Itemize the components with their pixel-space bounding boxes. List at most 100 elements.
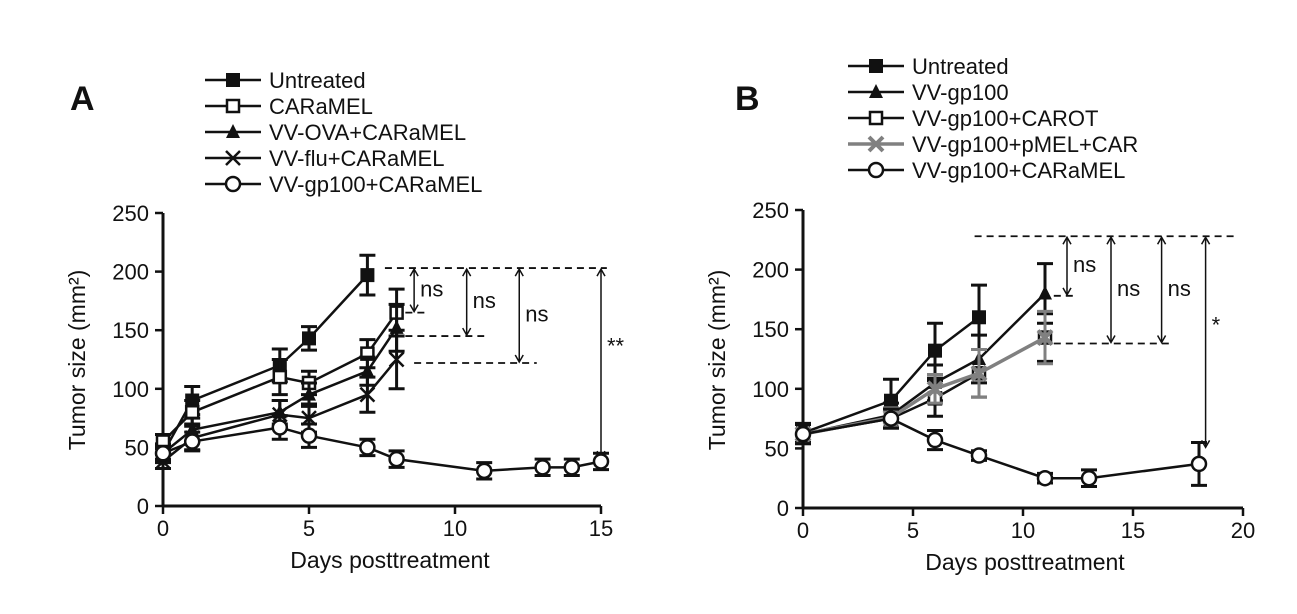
significance-label: ns xyxy=(473,288,496,313)
data-point xyxy=(592,453,610,470)
data-point xyxy=(1080,469,1098,487)
legend-label: VV-gp100+CARaMEL xyxy=(912,158,1125,183)
legend-marker xyxy=(869,59,883,73)
x-tick-label: 15 xyxy=(589,516,613,541)
significance-label: ns xyxy=(420,276,443,301)
series-VV-gp100+CARaMEL xyxy=(154,414,610,481)
legend-marker xyxy=(226,73,240,87)
y-tick-label: 250 xyxy=(112,201,149,226)
data-point xyxy=(970,364,988,382)
data-point xyxy=(360,268,375,283)
data-point xyxy=(1190,455,1208,473)
data-point xyxy=(928,343,942,358)
data-point xyxy=(1036,329,1054,346)
significance-label: ns xyxy=(1168,276,1191,301)
series-VV-gp100+CARaMEL xyxy=(794,407,1208,489)
x-axis-label: Days posttreatment xyxy=(925,549,1125,575)
data-point xyxy=(882,410,900,427)
x-tick-label: 0 xyxy=(157,516,169,541)
y-tick-label: 50 xyxy=(125,435,149,460)
data-point xyxy=(272,369,288,385)
data-point xyxy=(388,450,405,468)
y-tick-label: 200 xyxy=(752,258,789,283)
x-tick-label: 10 xyxy=(1011,518,1035,543)
panel-label: A xyxy=(70,80,95,118)
data-point xyxy=(184,404,200,420)
legend-label: Untreated xyxy=(912,54,1009,79)
y-axis-label: Tumor size (mm²) xyxy=(64,270,90,451)
data-point xyxy=(183,433,201,450)
arrowhead xyxy=(1062,235,1072,297)
legend-label: VV-gp100 xyxy=(912,80,1009,105)
data-point xyxy=(972,310,986,325)
legend-marker xyxy=(869,84,883,98)
data-point xyxy=(926,431,944,449)
arrowhead xyxy=(1106,235,1116,345)
data-point xyxy=(563,459,581,476)
series-line xyxy=(802,417,1200,480)
x-tick-label: 0 xyxy=(797,518,809,543)
data-point xyxy=(300,427,318,444)
y-tick-label: 50 xyxy=(765,436,789,461)
legend-label: VV-OVA+CARaMEL xyxy=(269,120,466,145)
data-point xyxy=(359,439,376,456)
significance-label: ** xyxy=(607,334,625,359)
data-point xyxy=(360,363,375,378)
x-tick-label: 5 xyxy=(303,516,315,541)
y-axis-label: Tumor size (mm²) xyxy=(704,270,730,451)
legend-marker xyxy=(867,135,885,153)
panel-label: B xyxy=(735,80,760,118)
series-VV-gp100+pMEL+CAR xyxy=(794,309,1054,446)
x-tick-label: 10 xyxy=(443,516,467,541)
legend-marker xyxy=(868,110,884,126)
legend-label: VV-gp100+pMEL+CAR xyxy=(912,132,1138,157)
legend-label: VV-gp100+CARaMEL xyxy=(269,172,482,197)
arrowhead xyxy=(514,267,524,364)
data-point xyxy=(1038,285,1052,300)
significance-label: ns xyxy=(1117,276,1140,301)
y-tick-label: 250 xyxy=(752,198,789,223)
arrowhead xyxy=(462,267,472,337)
data-point xyxy=(926,380,944,398)
data-point xyxy=(302,386,316,401)
data-point xyxy=(388,351,405,368)
legend-marker xyxy=(226,124,240,138)
legend-label: Untreated xyxy=(269,68,366,93)
legend-marker xyxy=(867,161,885,179)
data-point xyxy=(970,447,988,464)
panel-A: A 0 50 100 150 200 250 0 5 10 15 Days posttreatment… xyxy=(64,68,625,573)
y-tick-label: 0 xyxy=(137,494,149,519)
y-tick-label: 150 xyxy=(752,317,789,342)
y-tick-label: 100 xyxy=(752,377,789,402)
legend-marker xyxy=(225,98,241,114)
y-tick-label: 0 xyxy=(777,496,789,521)
x-tick-label: 5 xyxy=(907,518,919,543)
significance-label: * xyxy=(1212,312,1221,337)
arrowhead xyxy=(1156,235,1167,345)
data-point xyxy=(271,419,289,436)
series-line xyxy=(162,426,602,473)
data-point xyxy=(534,459,551,476)
legend-label: VV-flu+CARaMEL xyxy=(269,146,444,171)
data-point xyxy=(154,445,172,462)
significance-label: ns xyxy=(1073,252,1096,277)
data-point xyxy=(1036,469,1054,487)
data-point xyxy=(794,425,812,443)
y-tick-label: 200 xyxy=(112,260,149,285)
significance-label: ns xyxy=(525,302,548,327)
data-point xyxy=(302,331,316,346)
legend-marker xyxy=(224,175,242,193)
y-tick-label: 100 xyxy=(112,377,149,402)
arrowhead xyxy=(409,267,419,314)
data-point xyxy=(359,386,376,403)
x-tick-label: 15 xyxy=(1121,518,1145,543)
panel-B: B 0 50 100 150 200 250 0 5 10 15 20 Days posttreatme… xyxy=(704,54,1255,575)
series-VV-gp100+CAROT xyxy=(795,312,1053,446)
legend-marker xyxy=(225,150,241,166)
series-line xyxy=(802,316,980,435)
legend-label: CARaMEL xyxy=(269,94,373,119)
x-tick-label: 20 xyxy=(1231,518,1255,543)
data-point xyxy=(475,462,493,480)
x-axis-label: Days posttreatment xyxy=(290,547,490,573)
